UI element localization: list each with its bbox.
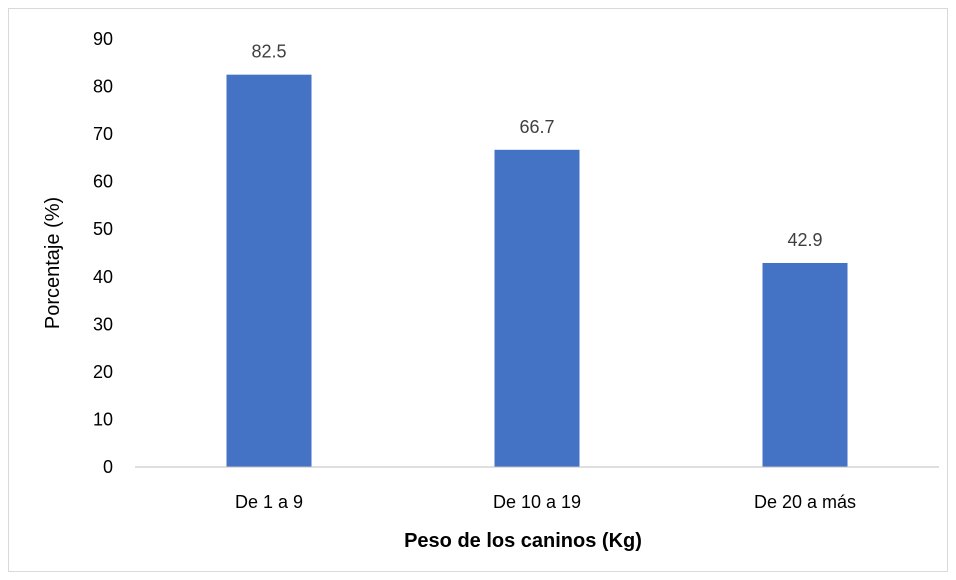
y-tick-label: 60	[93, 172, 113, 192]
bar-data-label: 82.5	[251, 42, 286, 62]
bar	[226, 74, 312, 468]
y-tick-label: 80	[93, 77, 113, 97]
x-category-label: De 1 a 9	[235, 492, 303, 512]
y-axis-title: Porcentaje (%)	[42, 197, 64, 329]
y-axis-ticks: 0 10 20 30 40 50 60 70 80 90	[93, 29, 113, 477]
y-tick-label: 30	[93, 314, 113, 334]
bar-chart: 0 10 20 30 40 50 60 70 80 90 82.5 66.7 42.9 De 1 a …	[42, 29, 939, 552]
category-labels: De 1 a 9 De 10 a 19 De 20 a más	[235, 492, 856, 512]
x-category-label: De 20 a más	[754, 492, 856, 512]
x-category-label: De 10 a 19	[493, 492, 581, 512]
y-tick-label: 20	[93, 362, 113, 382]
y-tick-label: 0	[103, 457, 113, 477]
bar-data-label: 42.9	[787, 230, 822, 250]
y-tick-label: 50	[93, 219, 113, 239]
bar	[762, 262, 848, 467]
chart-frame: 0 10 20 30 40 50 60 70 80 90 82.5 66.7 42.9 De 1 a …	[8, 8, 948, 572]
bars	[226, 74, 848, 468]
bar-data-label: 66.7	[519, 117, 554, 137]
y-tick-label: 10	[93, 409, 113, 429]
y-tick-label: 70	[93, 124, 113, 144]
y-tick-label: 90	[93, 29, 113, 49]
data-labels: 82.5 66.7 42.9	[251, 42, 822, 250]
bar	[494, 149, 580, 467]
x-axis-title: Peso de los caninos (Kg)	[404, 530, 642, 552]
y-tick-label: 40	[93, 267, 113, 287]
